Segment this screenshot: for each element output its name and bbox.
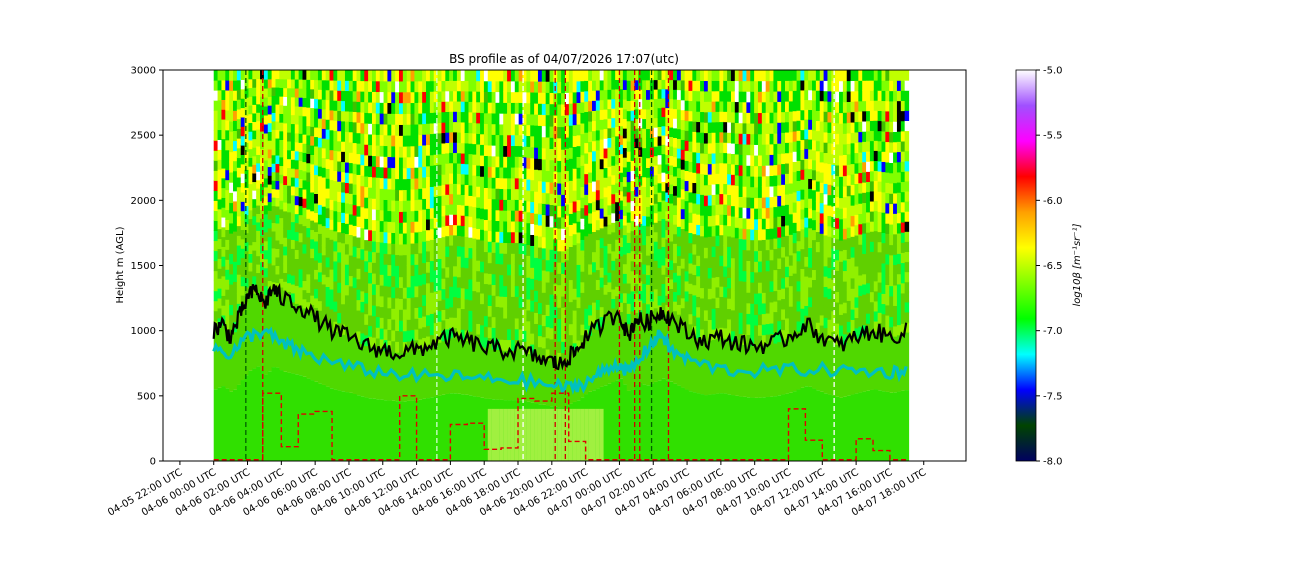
colorbar-gradient bbox=[1016, 70, 1036, 461]
y-axis-label: Height m (AGL) bbox=[115, 226, 126, 303]
y-tick-label-4: 2000 bbox=[131, 196, 156, 207]
colorbar-tick-label-6: -5.0 bbox=[1043, 66, 1063, 77]
y-tick-label-6: 3000 bbox=[131, 66, 156, 77]
colorbar-tick-label-4: -6.0 bbox=[1043, 196, 1063, 207]
y-tick-label-1: 500 bbox=[137, 391, 156, 402]
y-tick-label-2: 1000 bbox=[131, 326, 156, 337]
plot-area bbox=[214, 70, 909, 461]
colorbar-label: log10β [m⁻¹sr⁻¹] bbox=[1072, 223, 1083, 306]
colorbar-tick-label-3: -6.5 bbox=[1043, 261, 1063, 272]
y-axis: 0 500 1000 1500 2000 2500 3000 bbox=[131, 66, 163, 468]
colorbar-tick-label-0: -8.0 bbox=[1043, 457, 1063, 468]
colorbar-tick-label-2: -7.0 bbox=[1043, 326, 1063, 337]
backscatter-heatmap bbox=[214, 70, 909, 461]
colorbar: -8.0 -7.5 -7.0 -6.5 -6.0 -5.5 -5.0 bbox=[1016, 66, 1063, 468]
chart-title: BS profile as of 04/07/2026 17:07(utc) bbox=[449, 52, 679, 66]
colorbar-tick-label-5: -5.5 bbox=[1043, 131, 1063, 142]
y-tick-label-3: 1500 bbox=[131, 261, 156, 272]
colorbar-tick-label-1: -7.5 bbox=[1043, 391, 1063, 402]
y-tick-label-5: 2500 bbox=[131, 131, 156, 142]
y-tick-label-0: 0 bbox=[150, 457, 156, 468]
